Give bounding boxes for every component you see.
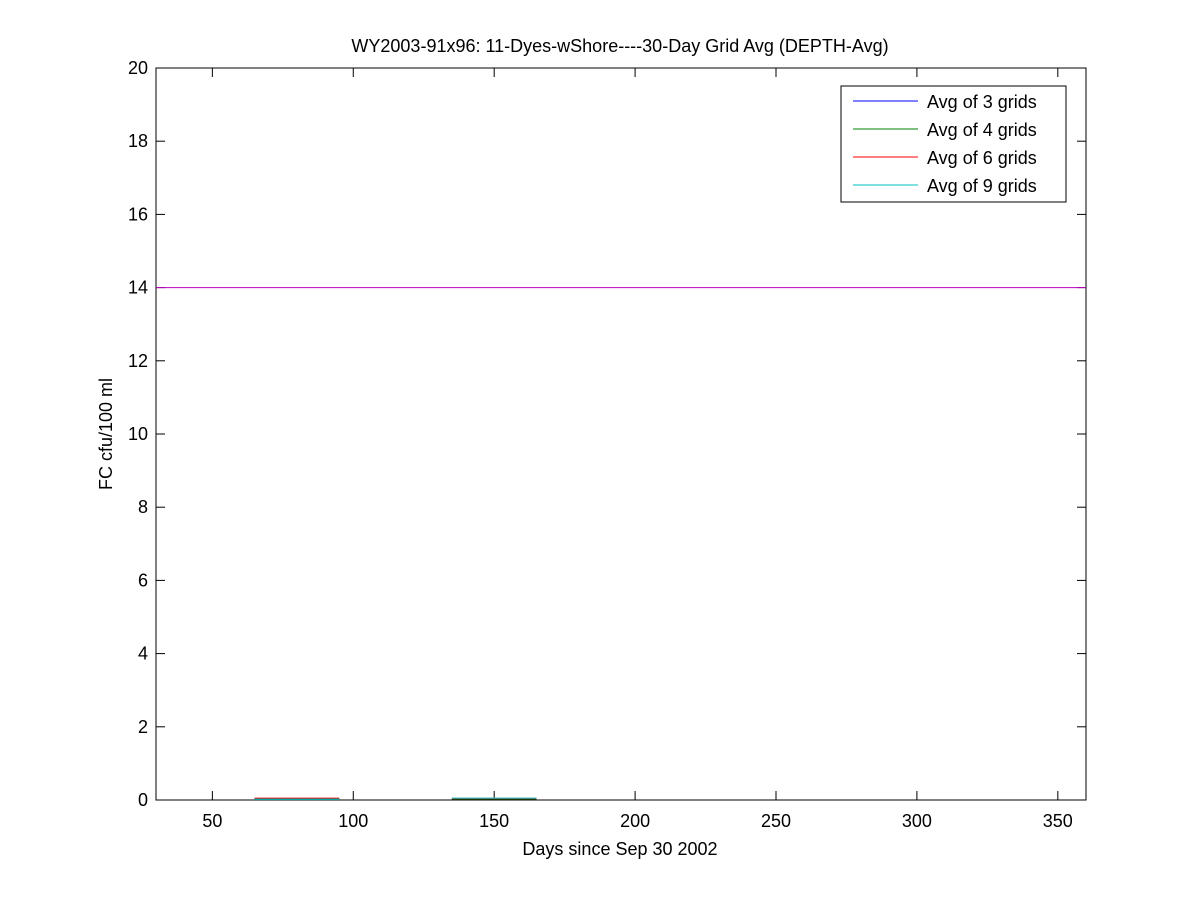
y-tick-label: 14 xyxy=(128,278,148,298)
y-axis-label: FC cfu/100 ml xyxy=(96,378,116,490)
chart-title: WY2003-91x96: 11-Dyes-wShore----30-Day G… xyxy=(351,36,888,56)
legend: Avg of 3 grids Avg of 4 grids Avg of 6 gri… xyxy=(840,85,1067,203)
legend-entry: Avg of 4 grids xyxy=(927,120,1037,140)
y-tick-label: 18 xyxy=(128,131,148,151)
legend-entry: Avg of 3 grids xyxy=(927,92,1037,112)
y-tick-label: 20 xyxy=(128,58,148,78)
legend-entry: Avg of 6 grids xyxy=(927,148,1037,168)
x-axis-label: Days since Sep 30 2002 xyxy=(522,839,717,859)
y-tick-label: 16 xyxy=(128,204,148,224)
y-tick-label: 12 xyxy=(128,351,148,371)
x-tick-label: 100 xyxy=(338,811,368,831)
x-tick-label: 350 xyxy=(1043,811,1073,831)
x-tick-label: 150 xyxy=(479,811,509,831)
legend-box xyxy=(840,85,1067,203)
legend-entry: Avg of 9 grids xyxy=(927,176,1037,196)
x-tick-label: 200 xyxy=(620,811,650,831)
x-tick-label: 300 xyxy=(902,811,932,831)
y-tick-label: 10 xyxy=(128,424,148,444)
y-tick-label: 6 xyxy=(138,570,148,590)
x-tick-label: 50 xyxy=(202,811,222,831)
y-tick-label: 8 xyxy=(138,497,148,517)
y-tick-label: 0 xyxy=(138,790,148,810)
y-tick-label: 2 xyxy=(138,717,148,737)
y-tick-label: 4 xyxy=(138,644,148,664)
x-tick-label: 250 xyxy=(761,811,791,831)
